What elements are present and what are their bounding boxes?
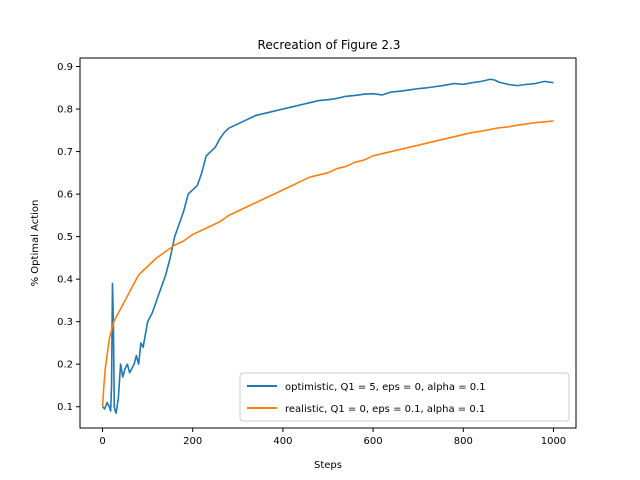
legend-box (239, 372, 570, 422)
y-axis: 0.1 0.2 0.3 0.4 0.5 0.6 0.7 0.8 0.9 (57, 62, 80, 413)
y-axis-label: % Optimal Action (30, 200, 41, 287)
plot-series (101, 78, 554, 414)
y-tick-label: 0.7 (57, 147, 73, 158)
legend-label-realistic: realistic, Q1 = 0, eps = 0.1, alpha = 0.… (285, 404, 485, 415)
x-tick-label: 400 (273, 436, 292, 447)
x-tick-label: 800 (454, 436, 473, 447)
chart-title: Recreation of Figure 2.3 (258, 38, 401, 52)
legend: optimistic, Q1 = 5, eps = 0, alpha = 0.1… (239, 372, 570, 422)
y-tick-label: 0.5 (57, 232, 73, 243)
y-tick-label: 0.8 (57, 105, 73, 116)
y-tick-label: 0.2 (57, 360, 73, 371)
x-tick-label: 1000 (541, 436, 566, 447)
y-tick-label: 0.4 (57, 275, 73, 286)
y-tick-label: 0.3 (57, 317, 73, 328)
legend-label-optimistic: optimistic, Q1 = 5, eps = 0, alpha = 0.1 (285, 382, 486, 393)
y-tick-label: 0.6 (57, 190, 73, 201)
series-line-1 (101, 120, 554, 407)
x-axis: 0 200 400 600 800 1000 (99, 428, 566, 447)
x-tick-label: 200 (183, 436, 202, 447)
x-tick-label: 0 (99, 436, 105, 447)
y-tick-label: 0.1 (57, 402, 73, 413)
series-line-0 (102, 78, 554, 414)
plot-frame (79, 57, 577, 429)
y-tick-label: 0.9 (57, 62, 73, 73)
x-tick-label: 600 (364, 436, 383, 447)
x-axis-label: Steps (314, 460, 342, 471)
